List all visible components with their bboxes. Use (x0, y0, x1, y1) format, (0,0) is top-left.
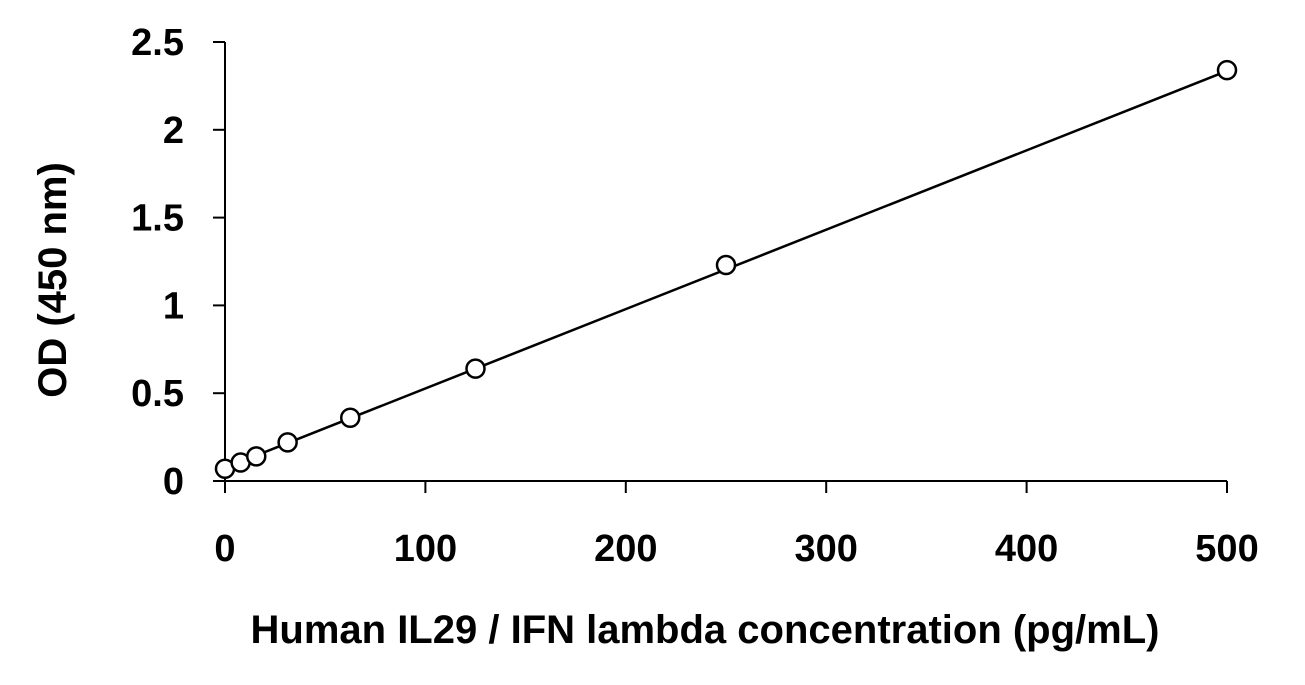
y-tick-label: 1.5 (131, 198, 184, 240)
x-axis-ticks: 0 100 200 300 400 500 (214, 481, 1259, 570)
y-tick-label: 0 (163, 461, 184, 503)
y-tick-label: 2 (163, 110, 184, 152)
x-tick-label: 400 (995, 528, 1058, 570)
data-point (715, 254, 737, 276)
data-points (214, 59, 1238, 479)
y-tick-label: 0.5 (131, 373, 184, 415)
y-axis-ticks: 0 0.5 1 1.5 2 2.5 (131, 22, 225, 503)
x-tick-label: 100 (394, 528, 457, 570)
data-point (340, 407, 361, 429)
y-axis-title: OD (450 nm) (31, 162, 75, 398)
y-tick-label: 1 (163, 285, 184, 327)
x-tick-label: 0 (214, 528, 235, 570)
data-point (465, 358, 486, 379)
data-point (1216, 59, 1238, 81)
x-tick-label: 500 (1195, 528, 1258, 570)
x-axis-title: Human IL29 / IFN lambda concentration (p… (251, 608, 1160, 652)
axes: 0 0.5 1 1.5 2 2.5 0 100 200 300 400 500 (131, 22, 1259, 570)
data-point (246, 446, 267, 467)
x-tick-label: 300 (794, 528, 857, 570)
x-tick-label: 200 (594, 528, 657, 570)
data-point (277, 432, 298, 453)
y-tick-label: 2.5 (131, 22, 184, 64)
